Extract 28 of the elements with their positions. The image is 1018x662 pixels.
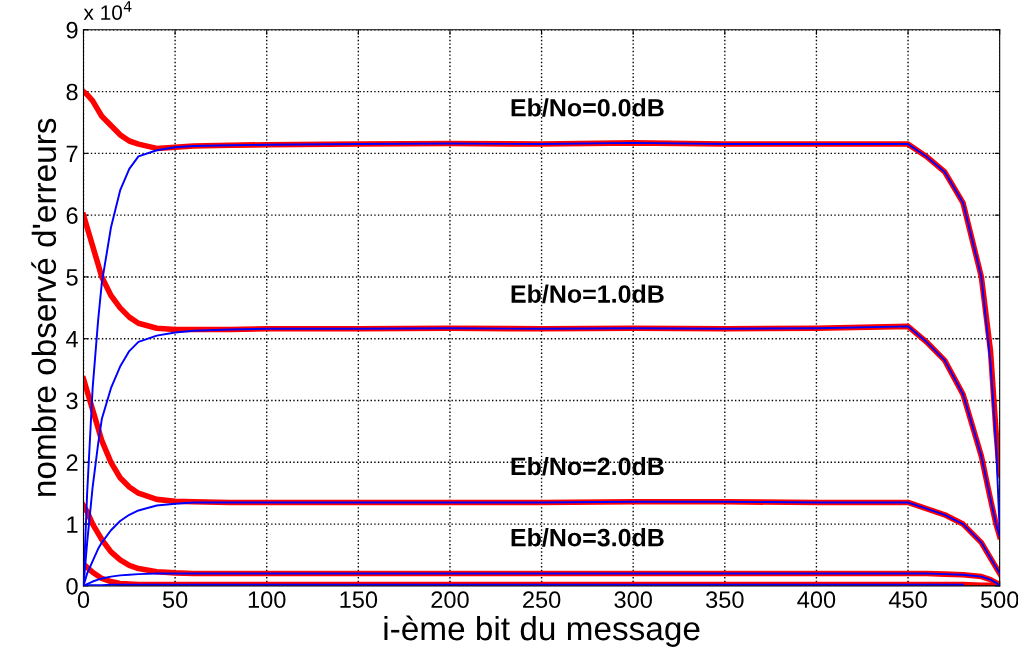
x-tick-label: 350 — [706, 591, 744, 609]
y-tick-label: 6 — [66, 207, 78, 224]
annotation: Eb/No=1.0dB — [511, 284, 664, 304]
y-tick-label: 1 — [67, 516, 78, 533]
y-tick-label: 5 — [66, 269, 78, 286]
y-tick-label: 0 — [66, 577, 78, 595]
x-tick-label: 100 — [248, 591, 286, 609]
y-tick-label: 9 — [66, 21, 78, 39]
y-tick-label: 3 — [66, 392, 78, 410]
x-tick-label: 300 — [614, 591, 652, 609]
annotation: Eb/No=2.0dB — [511, 456, 664, 476]
x-tick-label: 50 — [162, 591, 188, 609]
y-tick-label: 2 — [66, 454, 78, 471]
annotation: Eb/No=0.0dB — [511, 98, 664, 117]
x-axis-title: i-ème bit du message — [384, 615, 700, 647]
x-tick-label: 400 — [797, 591, 836, 609]
y-tick-label: 4 — [66, 331, 78, 348]
x-tick-label: 500 — [980, 591, 1018, 609]
y-tick-label: 7 — [66, 145, 78, 162]
x-tick-label: 0 — [77, 591, 90, 609]
x-tick-label: 200 — [431, 591, 469, 609]
x-tick-label: 150 — [340, 591, 378, 609]
x-tick-label: 250 — [523, 591, 561, 609]
annotation: Eb/No=3.0dB — [511, 528, 664, 547]
text: x 10$^{4}$ — [83, 1, 132, 20]
y-tick-label: 8 — [66, 83, 78, 101]
y-axis-title: nombre observé d'erreurs — [31, 118, 57, 496]
x-tick-label: 450 — [888, 591, 927, 609]
